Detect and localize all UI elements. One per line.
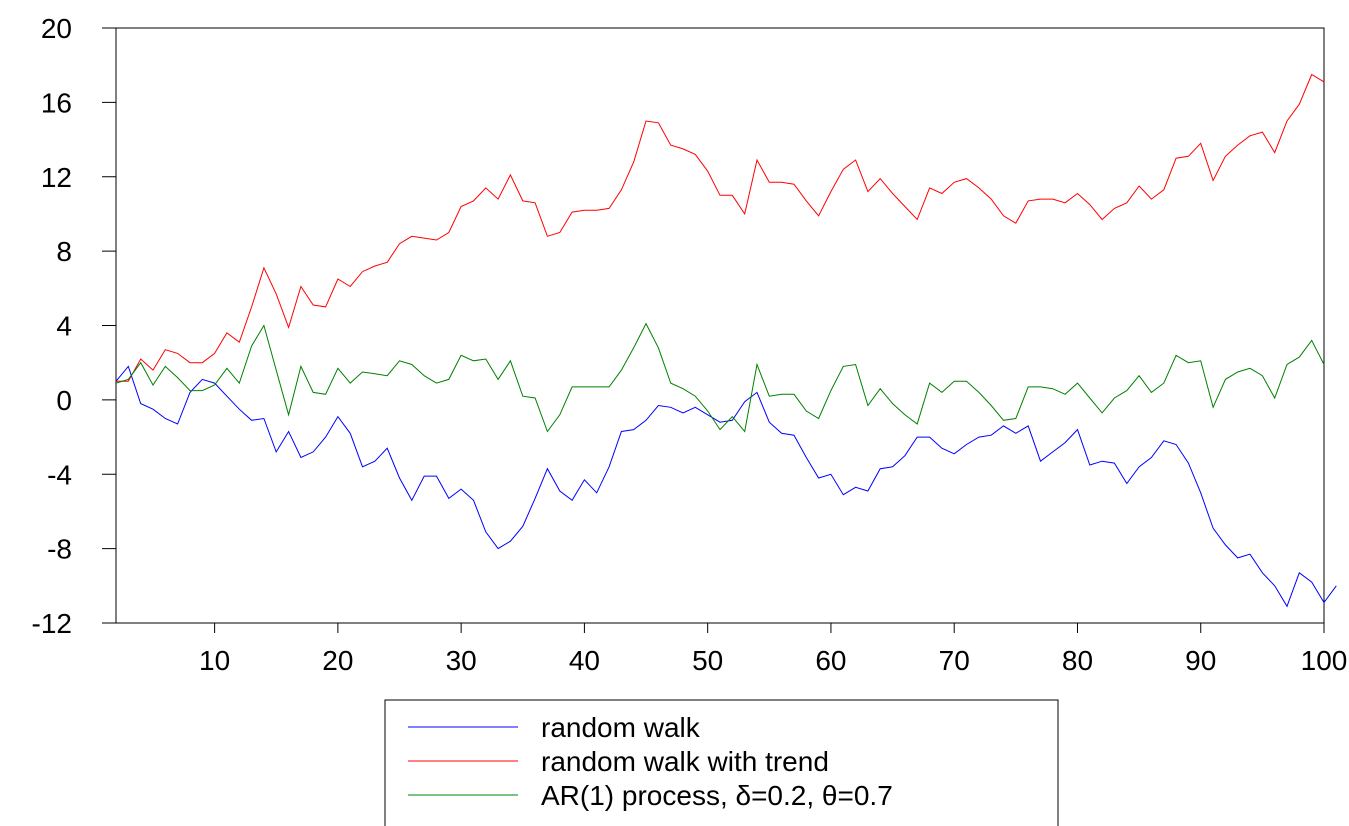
x-tick-label: 100: [1301, 645, 1348, 676]
x-axis: 10 20 30 40 50 60 70 80 90 100: [199, 623, 1347, 676]
y-tick-label: 20: [41, 13, 72, 44]
y-tick-label: -4: [47, 459, 72, 490]
y-tick-label: 12: [41, 162, 72, 193]
plot-area-frame: [115, 27, 1325, 624]
series-line-3: [115, 322, 1325, 433]
y-tick-label: 4: [56, 311, 72, 342]
x-tick-label: 10: [199, 645, 230, 676]
series-layer: [115, 73, 1337, 608]
x-tick-label: 80: [1062, 645, 1093, 676]
legend-box: [384, 699, 1059, 826]
y-tick-label: -8: [47, 534, 72, 565]
legend-label-3: AR(1) process, δ=0.2, θ=0.7: [541, 780, 893, 811]
series-line-1: [115, 365, 1337, 608]
x-tick-label: 90: [1185, 645, 1216, 676]
x-tick-label: 70: [939, 645, 970, 676]
y-tick-label: 16: [41, 87, 72, 118]
x-tick-label: 20: [322, 645, 353, 676]
x-tick-label: 50: [692, 645, 723, 676]
legend-label-1: random walk: [541, 712, 701, 743]
series-line-2: [116, 73, 1325, 382]
y-axis: 20 16 12 8 4 0 -4 -8 -12: [32, 13, 116, 639]
x-tick-label: 30: [446, 645, 477, 676]
y-tick-label: 8: [56, 236, 72, 267]
y-tick-label: -12: [32, 608, 72, 639]
x-tick-label: 40: [569, 645, 600, 676]
y-tick-label: 0: [56, 385, 72, 416]
x-tick-label: 60: [815, 645, 846, 676]
legend-label-2: random walk with trend: [541, 746, 829, 777]
